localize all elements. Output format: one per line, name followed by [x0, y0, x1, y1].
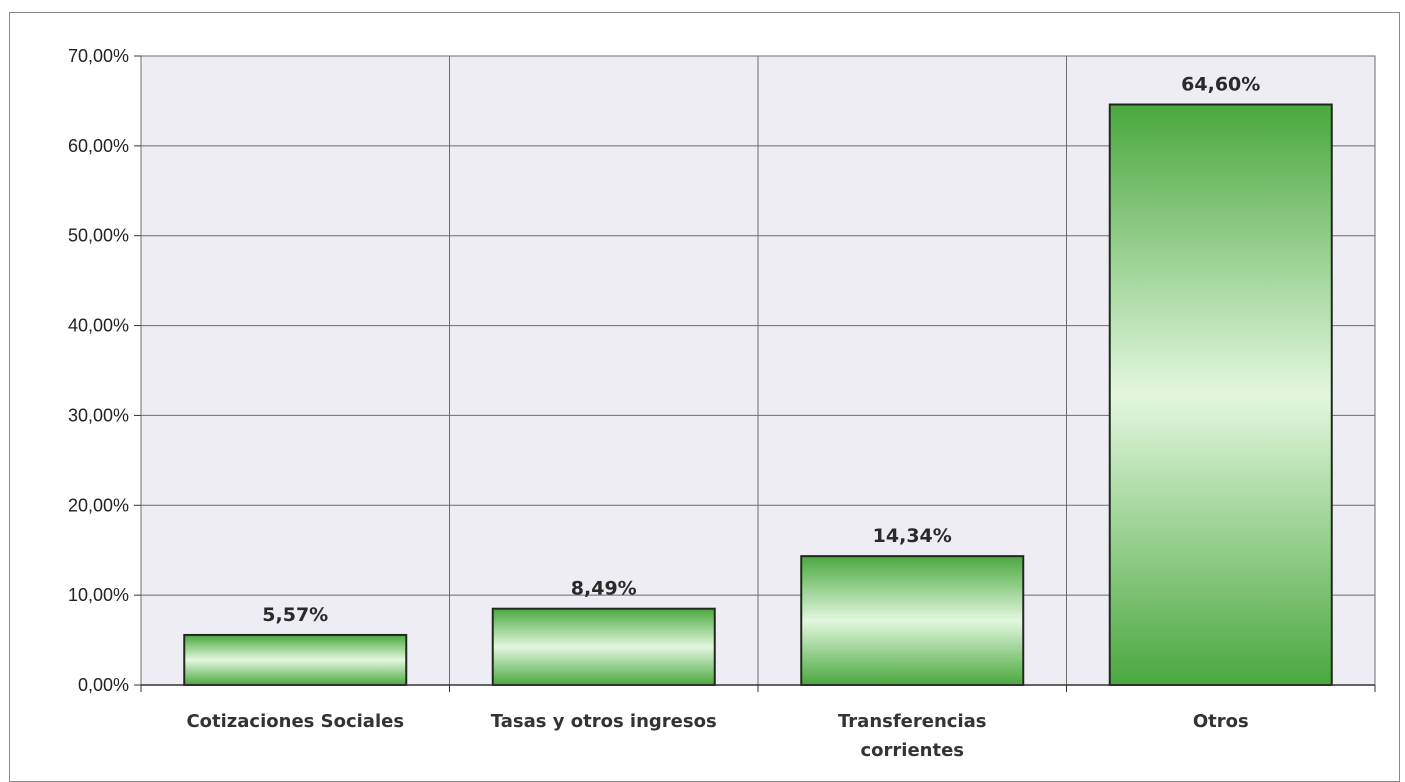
- category-label: Cotizaciones Sociales: [186, 711, 404, 732]
- category-label: Otros: [1193, 711, 1249, 732]
- y-tick-label: 10,00%: [68, 585, 129, 605]
- bar: [800, 555, 1025, 686]
- bar: [1108, 103, 1333, 687]
- data-label: 5,57%: [262, 604, 328, 626]
- y-tick-label: 30,00%: [68, 405, 129, 425]
- y-tick-label: 40,00%: [68, 316, 129, 336]
- category-label: Transferencias corrientes: [838, 711, 987, 761]
- category-label: Tasas y otros ingresos: [491, 711, 717, 732]
- data-label: 8,49%: [571, 578, 637, 600]
- y-tick-label: 20,00%: [68, 495, 129, 515]
- bar: [183, 633, 408, 687]
- y-tick-label: 60,00%: [68, 136, 129, 156]
- y-tick-label: 0,00%: [78, 675, 129, 695]
- y-tick-label: 70,00%: [68, 46, 129, 66]
- data-label: 14,34%: [873, 525, 952, 547]
- bar: [491, 607, 716, 687]
- data-label: 64,60%: [1181, 74, 1260, 96]
- y-tick-label: 50,00%: [68, 226, 129, 246]
